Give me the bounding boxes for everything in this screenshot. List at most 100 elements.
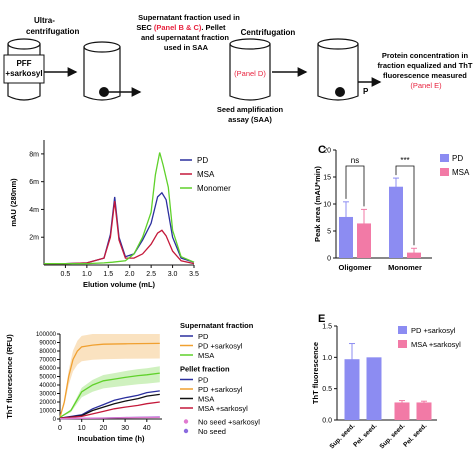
y-tick-label: 60000	[39, 366, 56, 372]
x-tick-label: Pel. seed.	[352, 422, 378, 448]
series-band	[60, 366, 160, 418]
series-line	[59, 390, 160, 419]
tube-2	[83, 41, 121, 101]
y-tick-label: 10000	[39, 409, 56, 415]
y-tick-label: 90000	[39, 341, 56, 347]
panel-letter-e: E	[318, 313, 325, 325]
legend-label: PD +sarkosyl	[198, 342, 243, 351]
legend-label: PD +sarkosyl	[198, 385, 243, 394]
legend-label: PD	[452, 154, 463, 163]
legend-label: No seed +sarkosyl	[198, 418, 260, 427]
y-tick-label: 4m	[29, 207, 39, 214]
bar-msa	[357, 223, 371, 258]
series-line	[59, 393, 160, 419]
legend-swatch	[440, 168, 449, 176]
step-3-label: Centrifugation	[241, 28, 296, 37]
legend-swatch	[398, 326, 407, 334]
x-tick-label: Sup. seed.	[328, 422, 356, 450]
series-band	[60, 334, 160, 418]
x-tick-label: 40	[143, 425, 151, 432]
series-line-monomer	[44, 152, 195, 265]
y-tick-label: 0	[53, 417, 57, 423]
significance-label: ***	[400, 156, 409, 165]
legend-label: MSA +sarkosyl	[411, 340, 461, 349]
legend-label: MSA	[452, 168, 470, 177]
y-tick-label: 15	[323, 175, 331, 182]
pellet-p-label: P	[363, 87, 369, 96]
saa-label: Seed amplification assay (SAA)	[217, 105, 284, 124]
legend-label: PD	[198, 332, 209, 341]
x-tick-label: 10	[78, 425, 86, 432]
bar	[394, 402, 410, 420]
x-tick-label: 1.5	[103, 271, 113, 278]
legend-swatch	[440, 154, 449, 162]
y-tick-label: 20	[323, 148, 331, 155]
pellet-dot-2	[99, 87, 109, 97]
tube-4	[317, 38, 359, 101]
y-tick-label: 50000	[39, 375, 56, 381]
y-tick-label: 100000	[36, 332, 57, 338]
bar-pd	[389, 186, 403, 258]
chart-panel-d: 0 10 20 30 40 0 10000 20000 30000 40000 50000 60000…	[5, 321, 260, 443]
x-tick-label: 3.5	[189, 271, 199, 278]
tube-3: (Panel D)	[229, 38, 271, 101]
x-tick-label: Monomer	[388, 263, 422, 272]
x-tick-label: Oligomer	[339, 263, 372, 272]
y-tick-label: 5	[327, 229, 331, 236]
step-1-label: Ultra-centrifugation	[26, 16, 79, 36]
x-axis-label: Elution volume (mL)	[83, 280, 156, 289]
y-axis-label: mAU (280nm)	[9, 178, 18, 227]
y-tick-label: 1.0	[322, 355, 332, 362]
series-line	[59, 401, 160, 419]
y-tick-label: 0.0	[322, 418, 332, 425]
legend-swatch	[183, 419, 189, 424]
tube-3-label: (Panel D)	[234, 69, 266, 78]
legend-group-title: Supernatant fraction	[180, 321, 254, 330]
y-tick-label: 70000	[39, 358, 56, 364]
y-axis-label: ThT fluorescence	[311, 342, 320, 404]
legend-label: MSA	[198, 351, 214, 360]
bar	[366, 357, 382, 420]
y-tick-label: 10	[323, 202, 331, 209]
x-axis-label: Incubation time (h)	[77, 434, 145, 443]
x-tick-label: 0.5	[61, 271, 71, 278]
final-step-label: Protein concentration in fraction equali…	[377, 51, 474, 90]
y-tick-label: 20000	[39, 400, 56, 406]
y-tick-label: 2m	[29, 235, 39, 242]
legend-group-title: Pellet fraction	[180, 365, 230, 374]
panel-letter-c: C	[318, 144, 326, 156]
x-tick-label: 20	[100, 425, 108, 432]
series-line	[59, 416, 160, 420]
legend-label: MSA	[198, 395, 214, 404]
y-tick-label: 0	[327, 256, 331, 263]
bar-pd	[339, 216, 353, 258]
legend-swatch	[183, 428, 189, 434]
schematic-panel: PFF +sarkosyl Ultra-centrifugation Supern…	[3, 13, 474, 124]
x-tick-label: 2.0	[125, 271, 135, 278]
legend-label: Monomer	[197, 184, 231, 193]
y-axis-label: ThT fluorescence (RFU)	[5, 334, 14, 419]
tube-1: PFF +sarkosyl	[3, 38, 45, 101]
series-line	[59, 372, 160, 418]
x-tick-label: Sup. seed.	[378, 422, 406, 450]
step-2-label: Supernatant fraction used in SEC (Panel …	[136, 13, 242, 52]
x-tick-label: Pel. seed.	[402, 422, 428, 448]
significance-bracket	[395, 165, 415, 246]
pellet-dot-4	[335, 87, 345, 97]
legend-swatch	[398, 340, 407, 348]
x-tick-label: 3.0	[168, 271, 178, 278]
y-tick-label: 80000	[39, 349, 56, 355]
series-line-pd	[44, 191, 195, 265]
series-line	[59, 342, 160, 418]
x-tick-label: 0	[58, 425, 62, 432]
significance-bracket	[345, 165, 365, 207]
legend-label: No seed	[198, 427, 226, 436]
bar	[416, 402, 432, 420]
bar	[344, 359, 360, 420]
series-line-msa	[44, 201, 195, 265]
y-tick-label: 0.5	[322, 386, 332, 393]
legend-label: MSA +sarkosyl	[198, 404, 248, 413]
y-tick-label: 8m	[29, 151, 39, 158]
